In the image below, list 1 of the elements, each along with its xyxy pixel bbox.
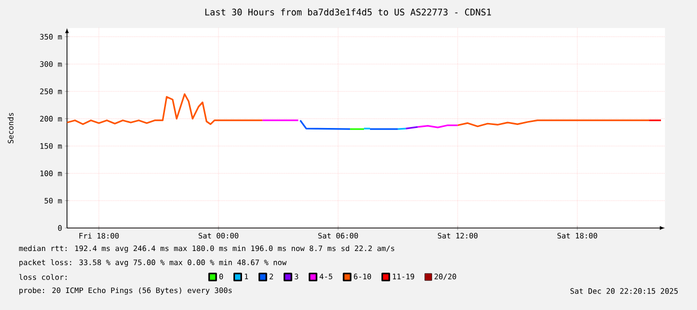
chart-title: Last 30 Hours from ba7dd3e1f4d5 to US AS22773 - CDNS1 bbox=[205, 8, 491, 16]
